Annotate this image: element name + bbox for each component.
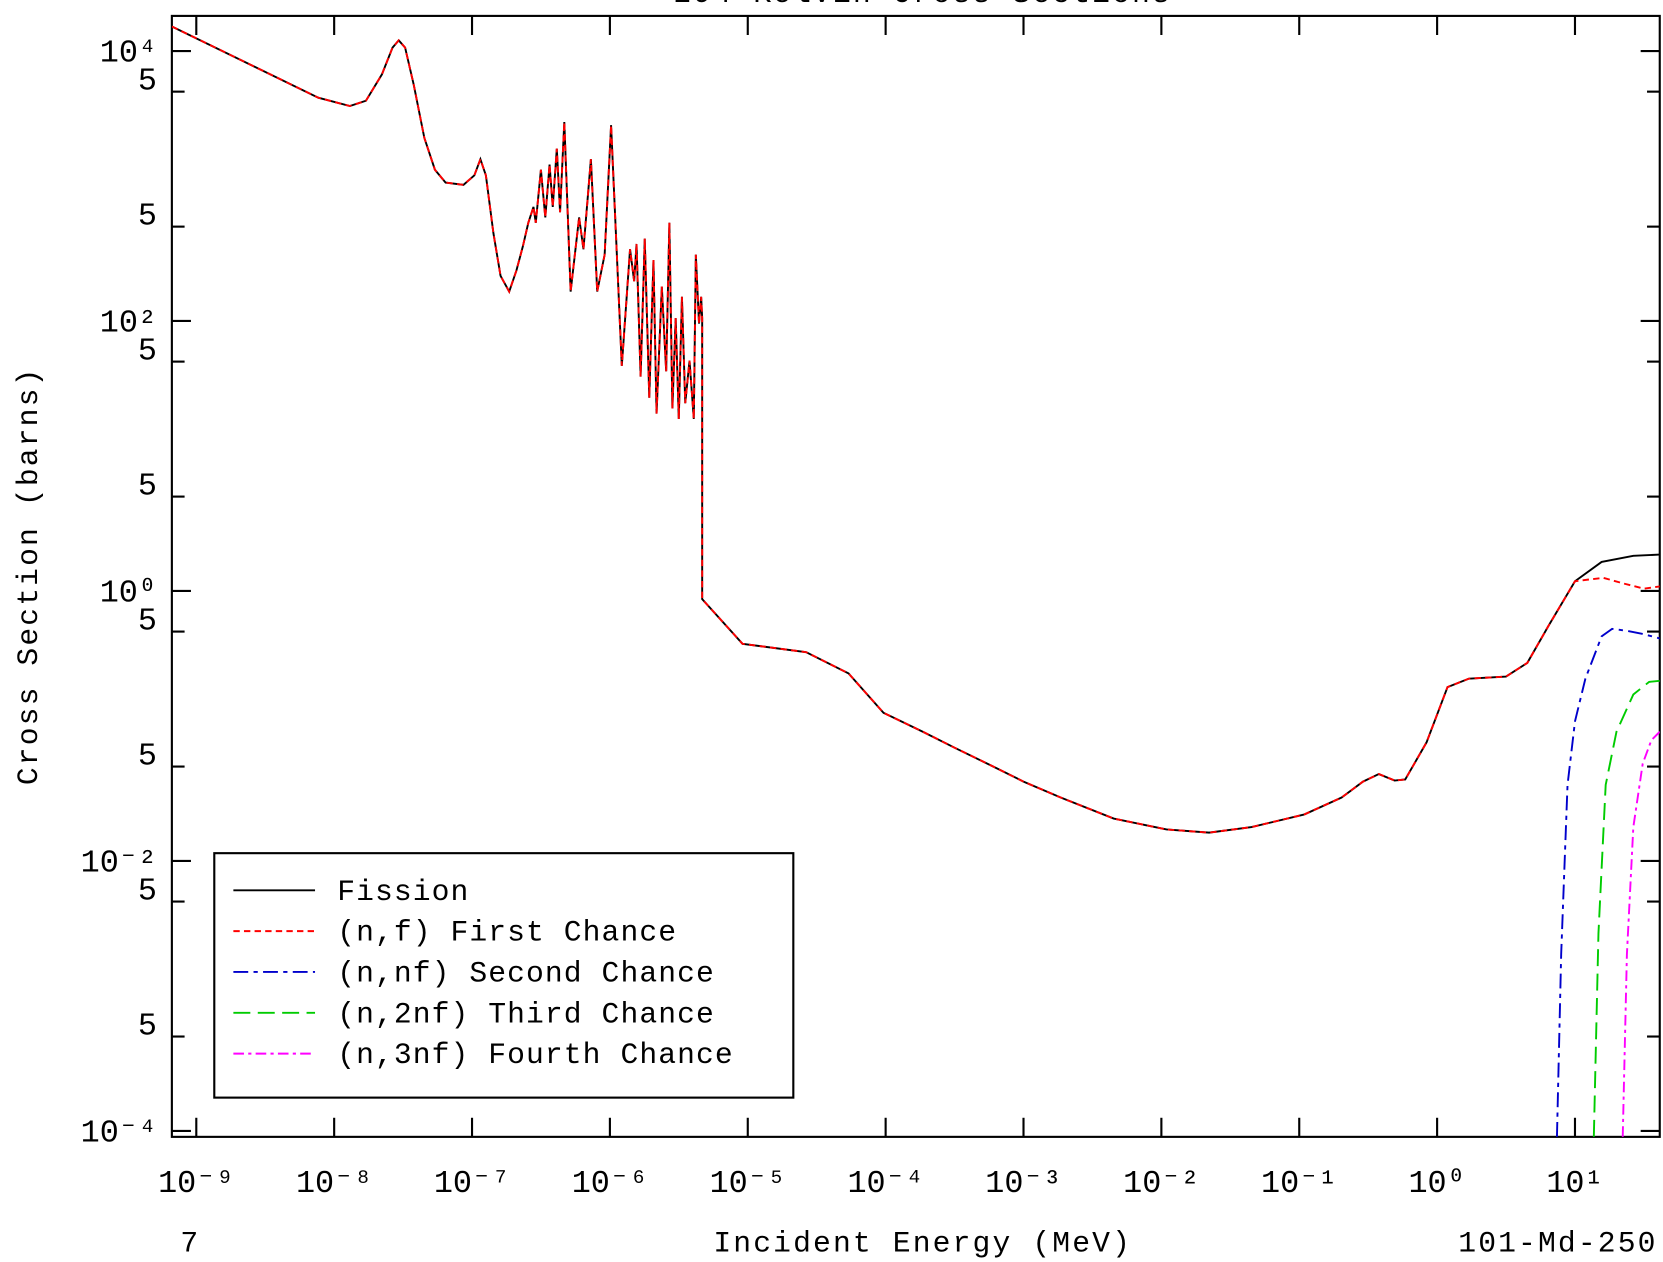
y-tick-label: 5 bbox=[138, 1008, 157, 1044]
x-tick-label: 10⁻¹ bbox=[1261, 1166, 1337, 1202]
x-tick-label: 10⁻⁴ bbox=[847, 1166, 923, 1202]
footer-right: 101-Md-250 bbox=[1458, 1226, 1657, 1260]
series-line bbox=[1555, 627, 1660, 1137]
series-line bbox=[1621, 731, 1660, 1137]
x-tick-label: 10⁻³ bbox=[985, 1166, 1061, 1202]
y-tick-label: 10⁴ bbox=[100, 36, 157, 72]
x-tick-label: 10⁻⁷ bbox=[434, 1166, 510, 1202]
legend-label: (n,nf) Second Chance bbox=[337, 956, 715, 990]
y-tick-label: 5 bbox=[138, 333, 157, 369]
series-line bbox=[171, 25, 1660, 834]
legend-label: Fission bbox=[337, 875, 469, 909]
x-tick-label: 10⁻² bbox=[1123, 1166, 1199, 1202]
y-tick-label: 5 bbox=[138, 873, 157, 909]
plot-frame bbox=[170, 14, 1661, 1138]
y-tick-label: 5 bbox=[138, 468, 157, 504]
footer-left: 7 bbox=[180, 1226, 200, 1260]
series-line bbox=[1592, 679, 1660, 1137]
x-tick-label: 10⁻⁸ bbox=[296, 1166, 372, 1202]
y-tick-label: 5 bbox=[138, 199, 157, 235]
x-tick-label: 10⁰ bbox=[1408, 1166, 1465, 1202]
x-tick-label: 10⁻⁹ bbox=[158, 1166, 234, 1202]
y-axis-title: Cross Section (barns) bbox=[12, 367, 46, 786]
chart-title: 294 Kelvin Cross Sections bbox=[673, 0, 1171, 11]
x-tick-label: 10¹ bbox=[1546, 1166, 1603, 1202]
y-tick-label: 10⁰ bbox=[100, 576, 157, 612]
y-tick-label: 10⁻⁴ bbox=[81, 1115, 157, 1151]
x-tick-label: 10⁻⁶ bbox=[572, 1166, 648, 1202]
y-tick-label: 10² bbox=[100, 306, 157, 342]
x-tick-label: 10⁻⁵ bbox=[710, 1166, 786, 1202]
legend-label: (n,2nf) Third Chance bbox=[337, 997, 715, 1031]
y-tick-label: 10⁻² bbox=[81, 846, 157, 882]
legend-label: (n,3nf) Fourth Chance bbox=[337, 1038, 733, 1072]
y-tick-label: 5 bbox=[138, 64, 157, 100]
legend-label: (n,f) First Chance bbox=[337, 916, 677, 950]
y-tick-label: 5 bbox=[138, 738, 157, 774]
series-line bbox=[171, 25, 1660, 834]
x-axis-title: Incident Energy (MeV) bbox=[713, 1226, 1132, 1260]
legend-box bbox=[213, 852, 795, 1099]
y-tick-label: 5 bbox=[138, 603, 157, 639]
